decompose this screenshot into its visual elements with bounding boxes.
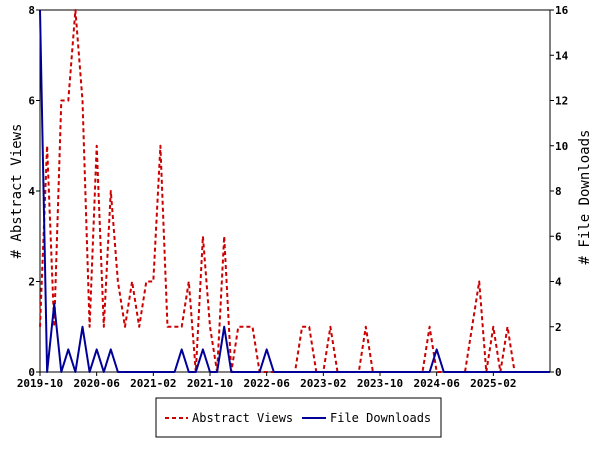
y-left-tick-label: 0 — [28, 366, 35, 379]
axes-layer: 2019-10 2020-06 2021-02 2021-10 2022-06 2023-… — [17, 4, 569, 390]
plot-area — [39, 9, 551, 373]
y-right-tick-label: 10 — [555, 140, 568, 153]
x-tick-label: 2020-06 — [73, 377, 120, 390]
y-right-tick-label: 0 — [555, 366, 562, 379]
x-tick-label: 2019-10 — [17, 377, 63, 390]
y-right-tick-label: 6 — [555, 230, 562, 243]
x-tick-label: 2024-06 — [413, 377, 460, 390]
x-tick-label: 2021-10 — [187, 377, 233, 390]
y-right-tick-label: 12 — [555, 95, 568, 108]
y-right-tick-label: 16 — [555, 4, 569, 17]
series-line-file-downloads — [39, 9, 550, 373]
x-tick-label: 2021-02 — [130, 377, 176, 390]
legend-label-abstract-views: Abstract Views — [192, 411, 293, 425]
y-left-tick-label: 8 — [28, 4, 35, 17]
legend-box — [155, 397, 442, 438]
series-layer — [39, 9, 550, 373]
legend: Abstract Views File Downloads — [155, 397, 442, 438]
y-right-axis-title: # File Downloads — [577, 130, 593, 265]
y-left-axis-title: # Abstract Views — [9, 124, 25, 259]
y-right-tick-label: 8 — [555, 185, 562, 198]
y-left-tick-label: 4 — [28, 185, 35, 198]
x-tick-label: 2025-02 — [470, 377, 516, 390]
y-right-tick-label: 14 — [555, 49, 569, 62]
y-left-tick-label: 6 — [28, 95, 35, 108]
y-right-tick-label: 4 — [555, 276, 562, 289]
x-tick-label: 2022-06 — [243, 377, 290, 390]
legend-label-file-downloads: File Downloads — [330, 411, 431, 425]
x-tick-label: 2023-10 — [357, 377, 403, 390]
x-tick-label: 2023-02 — [300, 377, 346, 390]
y-right-tick-label: 2 — [555, 321, 562, 334]
y-left-tick-label: 2 — [28, 276, 35, 289]
